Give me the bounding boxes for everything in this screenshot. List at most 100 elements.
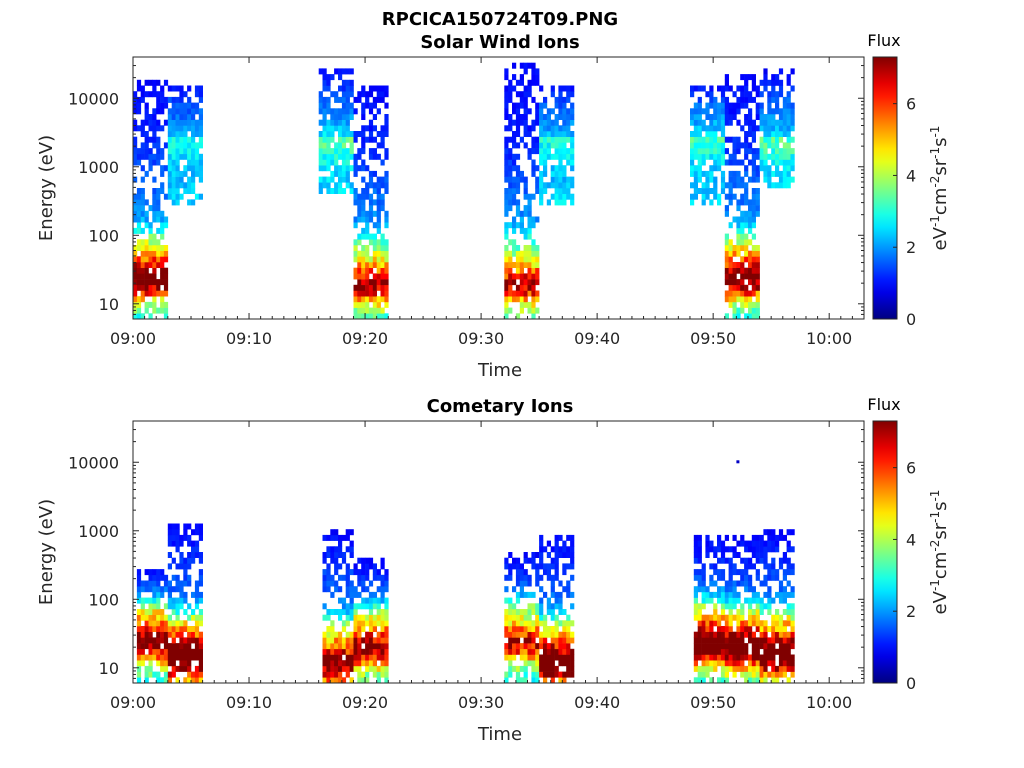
spectrogram-cell-3 xyxy=(361,159,366,166)
spectrogram-cell-0 xyxy=(160,227,165,234)
spectrogram-cell-0 xyxy=(160,245,165,251)
spectrogram-cell-1 xyxy=(183,102,188,109)
spectrogram-cell-5 xyxy=(562,637,567,644)
spectrogram-cell-6 xyxy=(709,170,714,177)
spectrogram-cell-7 xyxy=(740,620,745,627)
spectrogram-cell-6 xyxy=(693,552,698,558)
spectrogram-cell-0 xyxy=(140,193,145,200)
spectrogram-cell-3 xyxy=(380,193,385,200)
spectrogram-cell-8 xyxy=(771,114,776,120)
spectrogram-cell-2 xyxy=(341,626,347,632)
spectrogram-cell-5 xyxy=(539,102,544,109)
spectrogram-cell-6 xyxy=(693,142,698,149)
spectrogram-cell-6 xyxy=(690,193,695,200)
spectrogram-cell-5 xyxy=(554,153,559,160)
spectrogram-cell-3 xyxy=(368,182,374,189)
spectrogram-cell-8 xyxy=(759,643,764,650)
spectrogram-cell-4 xyxy=(519,563,524,570)
spectrogram-cell-6 xyxy=(720,609,726,615)
spectrogram-cell-4 xyxy=(531,142,536,149)
spectrogram-cell-1 xyxy=(179,125,184,132)
spectrogram-cell-5 xyxy=(539,119,544,126)
spectrogram-cell-4 xyxy=(508,176,513,183)
spectrogram-cell-0 xyxy=(148,159,153,166)
spectrogram-cell-6 xyxy=(690,153,695,160)
spectrogram-cell-3 xyxy=(361,279,366,286)
spectrogram-cell-1 xyxy=(191,677,196,684)
spectrogram-cell-8 xyxy=(775,79,780,86)
spectrogram-cell-1 xyxy=(167,119,172,126)
spectrogram-cell-8 xyxy=(786,79,791,86)
spectrogram-cell-4 xyxy=(508,631,513,638)
spectrogram-cell-5 xyxy=(558,603,563,610)
spectrogram-cell-0 xyxy=(160,586,165,593)
spectrogram-cell-6 xyxy=(709,677,714,684)
spectrogram-cell-4 xyxy=(527,62,532,69)
spectrogram-cell-7 xyxy=(732,148,737,155)
spectrogram-cell-8 xyxy=(782,637,787,644)
spectrogram-cell-8 xyxy=(786,182,791,189)
spectrogram-cell-1 xyxy=(191,188,196,194)
spectrogram-cell-4 xyxy=(519,262,524,268)
spectrogram-cell-3 xyxy=(376,284,381,291)
spectrogram-cell-8 xyxy=(786,569,791,576)
spectrogram-cell-2 xyxy=(338,654,343,661)
spectrogram-cell-4 xyxy=(519,643,524,650)
spectrogram-cell-3 xyxy=(380,591,385,598)
spectrogram-cell-0 xyxy=(163,222,169,229)
spectrogram-cell-8 xyxy=(786,643,791,650)
spectrogram-cell-4 xyxy=(523,648,528,655)
spectrogram-cell-5 xyxy=(546,626,551,632)
spectrogram-cell-2 xyxy=(330,671,335,678)
spectrogram-cell-1 xyxy=(183,591,188,598)
spectrogram-cell-3 xyxy=(372,648,377,655)
spectrogram-cell-7 xyxy=(732,170,737,177)
spectrogram-cell-2 xyxy=(334,552,339,558)
spectrogram-cell-7 xyxy=(736,580,741,587)
spectrogram-cell-5 xyxy=(570,540,575,547)
spectrogram-cell-4 xyxy=(523,279,528,286)
spectrogram-cell-6 xyxy=(701,159,706,166)
spectrogram-cell-3 xyxy=(368,313,374,320)
spectrogram-cell-7 xyxy=(751,301,756,308)
spectrogram-cell-8 xyxy=(790,626,795,632)
spectrogram-cell-3 xyxy=(353,620,358,627)
spectrogram-cell-2 xyxy=(322,660,327,667)
spectrogram-cell-7 xyxy=(732,546,737,553)
spectrogram-cell-4 xyxy=(504,91,509,98)
spectrogram-cell-3 xyxy=(361,114,366,120)
spectrogram-cell-1 xyxy=(175,523,180,530)
spectrogram-cell-4 xyxy=(508,290,513,297)
spectrogram-cell-4 xyxy=(535,677,540,684)
spectrogram-cell-4 xyxy=(515,313,521,320)
spectrogram-cell-3 xyxy=(372,182,377,189)
spectrogram-cell-6 xyxy=(701,119,706,126)
spectrogram-cell-3 xyxy=(357,591,362,598)
spectrogram-cell-8 xyxy=(767,96,772,103)
spectrogram-cell-8 xyxy=(775,648,780,655)
spectrogram-cell-2 xyxy=(349,591,354,598)
spectrogram-cell-0 xyxy=(133,193,138,200)
spectrogram-cell-7 xyxy=(740,273,745,280)
spectrogram-cell-4 xyxy=(512,62,517,69)
spectrogram-cell-5 xyxy=(539,665,544,672)
spectrogram-cell-7 xyxy=(755,102,760,109)
spectrogram-cell-7 xyxy=(736,313,741,320)
spectrogram-cell-5 xyxy=(570,631,575,638)
spectrogram-cell-3 xyxy=(376,574,381,581)
spectrogram-cell-1 xyxy=(194,165,200,172)
spectrogram-cell-1 xyxy=(194,125,200,132)
spectrogram-cell-4 xyxy=(523,262,528,268)
spectrogram-cell-0 xyxy=(160,296,165,303)
spectrogram-cell-6 xyxy=(717,85,722,92)
spectrogram-cell-0 xyxy=(156,648,161,655)
spectrogram-cell-4 xyxy=(512,631,517,638)
spectrogram-cell-4 xyxy=(527,307,532,314)
spectrogram-cell-2 xyxy=(345,91,350,98)
spectrogram-cell-4 xyxy=(515,290,521,297)
spectrogram-cell-4 xyxy=(519,62,524,69)
spectrogram-cell-1 xyxy=(171,631,176,638)
spectrogram-cell-3 xyxy=(368,262,374,268)
spectrogram-cell-7 xyxy=(751,136,756,143)
spectrogram-cell-3 xyxy=(368,267,374,274)
